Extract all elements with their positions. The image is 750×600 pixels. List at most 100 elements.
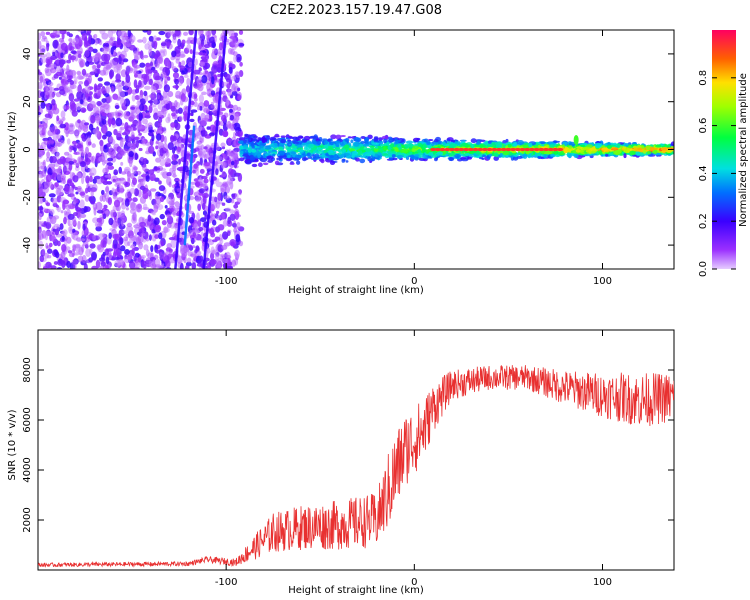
spectrogram-cell <box>160 171 165 176</box>
spectrogram-cell <box>280 138 286 144</box>
spectrogram-cell <box>156 249 160 254</box>
spectrogram-cell <box>327 138 331 142</box>
spectrogram-cell <box>345 155 352 159</box>
spectrogram-cell <box>112 178 116 182</box>
spectrogram-cell <box>219 212 226 221</box>
spectrogram-cell <box>201 75 208 84</box>
spectrogram-cell <box>212 95 220 103</box>
spectrogram-cell <box>649 146 655 152</box>
spectrogram-cell <box>141 73 148 79</box>
spectrogram-cell <box>103 144 107 150</box>
spectrogram-cell <box>49 127 52 131</box>
spectrogram-cell <box>38 180 41 188</box>
spectrogram-cell <box>127 142 133 147</box>
spectrogram-cell <box>301 156 307 162</box>
spectrogram-cell <box>115 204 121 212</box>
spectrogram-cell <box>101 112 108 117</box>
spectrogram-cell <box>209 36 216 44</box>
spectrogram-cell <box>182 96 189 103</box>
spectrogram-cell <box>126 225 133 232</box>
spectrogram-cell <box>150 188 157 192</box>
spectrogram-cell <box>233 115 237 120</box>
spectrogram-cell <box>168 200 175 206</box>
spectrogram-cell <box>131 94 136 102</box>
spectrogram-cell <box>329 160 336 165</box>
spectrogram-cell <box>201 130 208 137</box>
spectrogram-cell <box>228 168 234 176</box>
spectrogram-xtick-label: 100 <box>593 276 612 287</box>
spectrogram-cell <box>43 181 50 188</box>
spectrogram-cell <box>67 213 75 220</box>
spectrogram-cell <box>98 39 103 46</box>
spectrogram-cell <box>205 148 212 154</box>
spectrogram-cell <box>109 69 115 78</box>
spectrogram-cell <box>190 237 195 245</box>
spectrogram-cell <box>116 197 123 203</box>
spectrogram-cell <box>270 144 275 148</box>
spectrogram-cell <box>535 150 540 153</box>
spectrogram-cell <box>44 113 52 118</box>
spectrogram-cell <box>559 150 565 156</box>
spectrogram-cell <box>539 150 546 154</box>
spectrogram-cell <box>148 78 153 86</box>
spectrogram-cell <box>222 231 229 240</box>
spectrogram-cell <box>105 209 110 218</box>
spectrogram-cell <box>59 63 63 68</box>
spectrogram-cell <box>80 238 86 242</box>
spectrogram-cell <box>216 210 220 214</box>
spectrogram-cell <box>52 39 59 49</box>
spectrogram-cell <box>57 259 64 266</box>
spectrogram-cell <box>391 154 396 158</box>
spectrogram-cell <box>294 154 302 159</box>
spectrogram-cell <box>212 48 217 54</box>
spectrogram-cell <box>144 43 150 50</box>
spectrogram-cell <box>193 178 199 182</box>
spectrogram-cell <box>97 77 104 82</box>
spectrogram-cell <box>47 140 55 145</box>
spectrogram-cell <box>358 150 363 154</box>
spectrogram-cell <box>154 234 160 239</box>
spectrogram-cell <box>168 237 176 241</box>
spectrogram-cell <box>132 197 138 203</box>
spectrogram-cell <box>196 263 203 267</box>
spectrogram-cell <box>39 45 46 54</box>
spectrogram-cell <box>222 130 229 138</box>
snr-xtick-label: 100 <box>593 577 612 588</box>
spectrogram-cell <box>670 141 674 147</box>
spectrogram-cell <box>77 30 85 33</box>
spectrogram-cell <box>120 138 127 142</box>
spectrogram-cell <box>57 240 61 247</box>
spectrogram-cell <box>101 53 108 62</box>
spectrogram-cell <box>610 144 616 147</box>
spectrogram-cell <box>59 30 67 35</box>
spectrogram-cell <box>111 228 117 237</box>
spectrogram-cell <box>200 112 206 120</box>
spectrogram-cell <box>148 234 152 241</box>
spectrogram-cell <box>120 161 124 166</box>
spectrogram-cell <box>580 144 585 147</box>
spectrogram-cell <box>200 118 207 127</box>
spectrogram-cell <box>135 170 142 175</box>
spectrogram-cell <box>161 252 168 262</box>
spectrogram-cell <box>220 183 227 193</box>
spectrogram-cell <box>38 111 42 116</box>
spectrogram-cell <box>396 154 404 159</box>
spectrogram-cell <box>150 245 154 253</box>
spectrogram-cell <box>412 145 419 149</box>
spectrogram-cell <box>60 42 68 51</box>
spectrogram-cell <box>194 58 198 66</box>
spectrogram-cell <box>499 152 503 158</box>
spectrogram-cell <box>68 38 73 42</box>
spectrogram-cell <box>449 143 456 149</box>
spectrogram-cell <box>148 169 155 175</box>
spectrogram-cell <box>187 143 192 148</box>
colorbar-ticks: 0.00.20.40.60.8 <box>698 70 736 277</box>
spectrogram-cell <box>553 150 559 155</box>
spectrogram-cell <box>175 90 182 99</box>
spectrogram-cell <box>115 187 121 195</box>
spectrogram-cell <box>111 80 116 85</box>
spectrogram-cell <box>231 259 236 267</box>
spectrogram-cell <box>517 140 524 145</box>
spectrogram-cell <box>169 257 176 264</box>
spectrogram-cell <box>114 105 120 109</box>
